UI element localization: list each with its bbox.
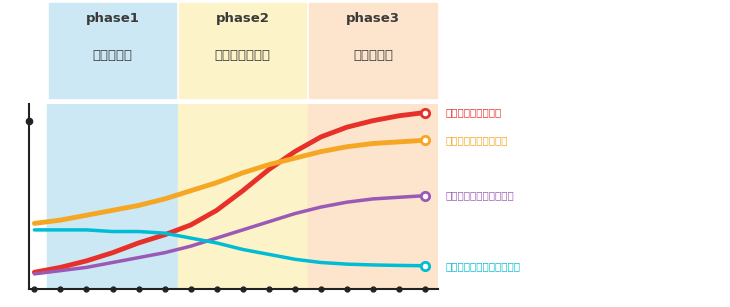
Text: 理想エンゲージメント: 理想エンゲージメント	[445, 135, 508, 145]
Bar	[177, 104, 308, 289]
Text: よくある「いいね！」数: よくある「いいね！」数	[445, 191, 514, 201]
Text: ファンを増やす: ファンを増やす	[215, 49, 271, 62]
Text: 理想「いいね！」数: 理想「いいね！」数	[445, 107, 502, 118]
Text: 絆を深める: 絆を深める	[353, 49, 393, 62]
Bar	[308, 104, 438, 289]
Text: よくあるエンゲージメント: よくあるエンゲージメント	[445, 261, 520, 271]
Text: ページ開設: ページ開設	[93, 49, 133, 62]
Text: phase1: phase1	[85, 12, 139, 25]
Bar	[47, 104, 177, 289]
Text: phase3: phase3	[346, 12, 400, 25]
Text: phase2: phase2	[216, 12, 269, 25]
